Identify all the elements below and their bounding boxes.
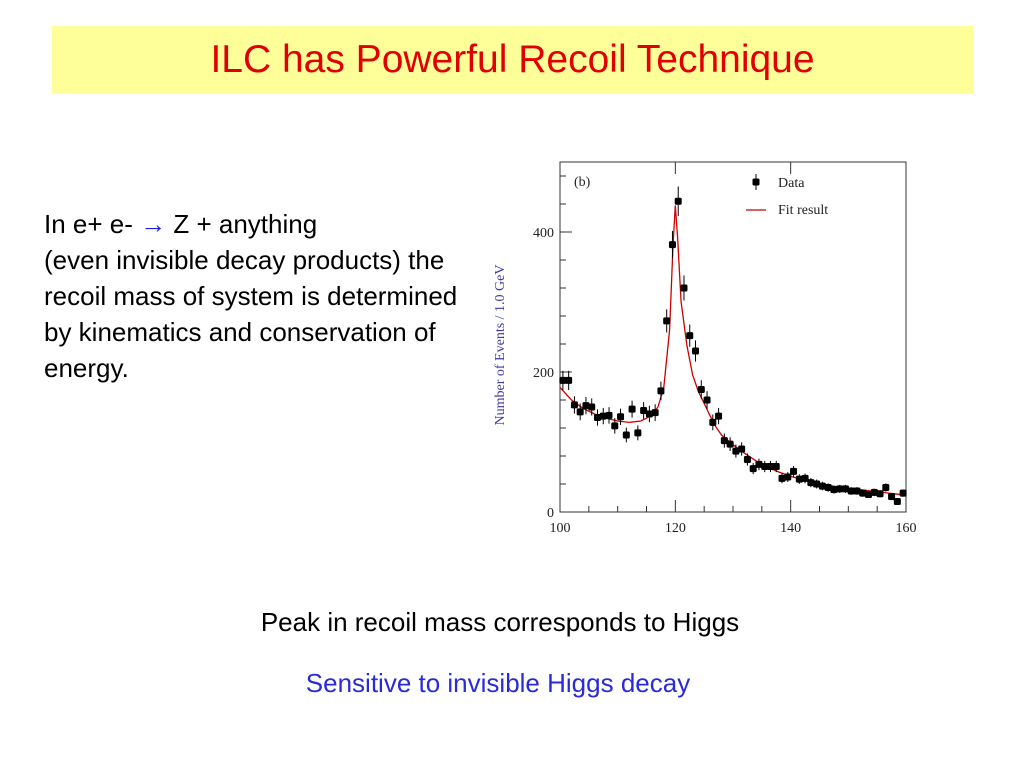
data-point [743,456,751,463]
data-point [778,474,786,482]
title-banner: ILC has Powerful Recoil Technique [52,26,973,94]
data-point [715,412,723,420]
data-point [761,463,769,470]
data-point [801,474,809,482]
data-point [645,410,653,418]
data-point [582,402,590,410]
data-point [668,241,676,249]
data-point [588,403,596,411]
data-point [813,480,821,488]
data-point [663,317,671,325]
data-point [680,284,688,292]
y-tick-label: 0 [547,506,554,521]
data-point [720,437,728,445]
data-point [559,376,567,384]
data-point [784,473,792,481]
panel-label: (b) [574,175,591,190]
x-tick-label: 140 [780,521,801,536]
intro-text-anything: Z + anything [166,209,318,239]
data-point [599,412,607,420]
chart-svg: 100 120 140 160 0 200 400 Number of Events / 1.… [493,161,917,536]
data-point [818,482,826,490]
data-point [709,418,717,426]
data-point [674,197,682,205]
legend-data-marker [752,178,760,186]
data-point [749,465,757,473]
data-point [888,493,896,501]
data-point [865,491,873,498]
data-point [611,422,619,430]
data-point [893,498,901,505]
data-point [807,479,815,487]
data-point [640,407,648,414]
data-point [836,485,844,493]
x-tick-label: 160 [896,521,917,536]
y-axis-label: Number of Events / 1.0 GeV [493,265,508,426]
recoil-mass-chart: 100 120 140 160 0 200 400 Number of Events / 1.… [484,148,924,556]
data-point [738,445,746,453]
intro-text-start: In e+ e- [44,209,141,239]
x-tick-label: 120 [665,521,686,536]
intro-text-rest: (even invisible decay products) the reco… [44,245,458,383]
x-tick-label: 100 [550,521,571,536]
data-point [628,405,636,413]
data-point [882,484,890,491]
data-point [859,489,867,497]
legend-fit-label: Fit result [778,203,828,218]
data-point [697,386,705,393]
data-point [593,414,601,421]
data-point [576,408,584,416]
data-point [795,475,803,483]
data-point [565,376,573,384]
data-point [605,411,613,419]
legend-data-label: Data [778,176,805,191]
data-point [634,429,642,437]
data-point [703,396,711,404]
data-point [651,409,659,417]
data-point [657,387,665,395]
data-point [772,463,780,470]
data-point [692,347,700,355]
plot-frame [559,161,907,513]
caption-higgs-peak: Peak in recoil mass corresponds to Higgs [260,607,740,637]
data-point [899,489,907,497]
intro-paragraph: In e+ e- → Z + anything (even invisible … [44,206,484,386]
data-point [830,486,838,494]
data-point [726,440,734,448]
y-tick-label: 400 [533,226,554,241]
data-point [766,463,774,470]
data-point [876,490,884,498]
y-tick-label: 200 [533,366,554,381]
right-arrow-icon: → [140,209,167,239]
data-point [841,485,849,493]
data-point [824,484,832,491]
data-point [755,460,763,468]
data-point [732,447,740,455]
data-point [870,488,878,496]
data-point [622,431,630,439]
data-point [617,413,625,421]
data-point [853,487,861,495]
data-point [790,467,798,475]
slide-title: ILC has Powerful Recoil Technique [210,38,815,81]
caption-invisible-decay: Sensitive to invisible Higgs decay [305,668,691,698]
data-point [686,332,694,340]
data-point [847,487,855,495]
data-point [570,401,578,409]
